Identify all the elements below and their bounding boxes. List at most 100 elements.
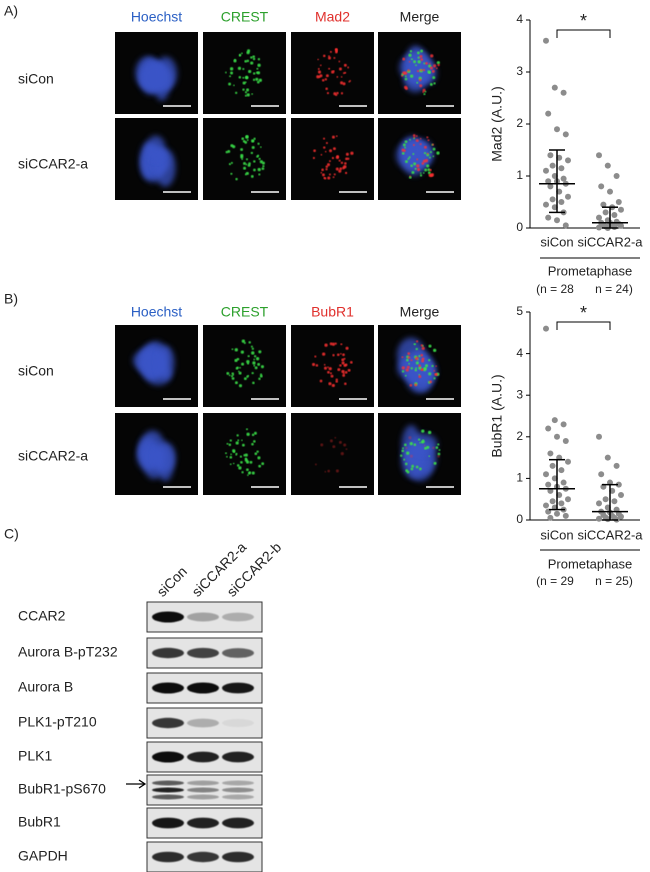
data-point — [549, 162, 556, 169]
puncta — [244, 59, 248, 63]
puncta — [343, 165, 347, 169]
puncta — [404, 140, 408, 144]
data-point — [545, 481, 552, 488]
puncta — [226, 455, 228, 458]
puncta — [235, 453, 238, 456]
significance: * — [580, 303, 587, 323]
puncta — [340, 343, 343, 346]
puncta — [324, 343, 328, 347]
puncta — [335, 50, 338, 54]
data-point — [547, 450, 554, 457]
band — [222, 851, 254, 863]
puncta — [228, 374, 231, 377]
puncta — [335, 380, 339, 383]
data-point — [565, 157, 571, 164]
puncta — [313, 149, 316, 153]
puncta — [433, 369, 436, 372]
puncta — [241, 471, 244, 474]
puncta — [241, 52, 243, 55]
puncta — [328, 382, 332, 386]
y-axis-label: Mad2 (A.U.) — [489, 86, 505, 161]
puncta — [253, 137, 256, 140]
data-point — [549, 462, 556, 469]
band — [152, 611, 184, 623]
puncta — [315, 364, 319, 367]
puncta — [244, 173, 247, 176]
n-label: n = 24) — [595, 282, 633, 296]
puncta — [418, 366, 422, 370]
y-tick-label: 3 — [516, 64, 523, 78]
band — [222, 794, 254, 800]
puncta — [425, 62, 428, 65]
puncta — [430, 54, 434, 58]
puncta — [332, 354, 335, 357]
puncta — [328, 67, 331, 70]
puncta — [246, 88, 250, 92]
panel-label: A) — [4, 3, 18, 19]
data-point — [558, 467, 565, 474]
band — [187, 612, 219, 622]
puncta — [428, 156, 431, 159]
puncta — [428, 64, 432, 68]
blot-label: PLK1 — [18, 748, 52, 764]
column-header: CREST — [221, 9, 269, 25]
data-point — [618, 222, 624, 229]
puncta — [260, 365, 265, 369]
puncta — [246, 375, 249, 378]
puncta — [244, 91, 248, 94]
puncta — [258, 464, 262, 468]
puncta — [408, 60, 411, 63]
data-point — [596, 224, 602, 231]
puncta — [415, 367, 418, 370]
puncta — [245, 428, 248, 431]
puncta — [253, 440, 256, 443]
puncta — [338, 67, 342, 71]
puncta — [228, 82, 232, 86]
puncta — [416, 69, 420, 73]
band — [152, 817, 184, 829]
puncta — [251, 93, 253, 95]
data-point — [596, 515, 602, 522]
puncta — [250, 56, 253, 59]
puncta — [245, 135, 249, 139]
puncta — [330, 374, 334, 378]
band — [152, 751, 184, 763]
puncta — [421, 162, 425, 165]
puncta — [260, 146, 262, 148]
puncta — [404, 374, 407, 377]
puncta — [402, 57, 406, 61]
puncta — [327, 370, 330, 374]
significance-bracket — [556, 29, 611, 38]
puncta — [252, 72, 256, 75]
puncta — [329, 372, 332, 375]
puncta — [247, 474, 249, 476]
puncta — [343, 63, 347, 67]
puncta — [342, 373, 346, 377]
puncta — [325, 168, 328, 171]
puncta — [255, 71, 259, 74]
puncta — [238, 370, 240, 373]
puncta — [245, 163, 248, 166]
puncta — [225, 452, 227, 455]
puncta — [404, 77, 408, 81]
puncta — [238, 466, 242, 470]
micrograph — [291, 325, 374, 407]
puncta — [410, 359, 413, 362]
data-point — [604, 162, 611, 169]
puncta — [435, 365, 437, 367]
puncta — [332, 70, 335, 72]
puncta — [258, 350, 262, 354]
dna-stain — [409, 433, 438, 455]
puncta — [250, 151, 254, 155]
data-point — [543, 502, 549, 509]
row-label: siCon — [18, 71, 54, 87]
puncta — [331, 135, 335, 139]
puncta — [409, 175, 411, 178]
puncta — [237, 66, 242, 71]
puncta — [312, 156, 316, 160]
puncta — [335, 155, 340, 160]
puncta — [256, 67, 259, 70]
puncta — [412, 143, 415, 147]
puncta — [350, 151, 354, 155]
puncta — [414, 383, 418, 387]
